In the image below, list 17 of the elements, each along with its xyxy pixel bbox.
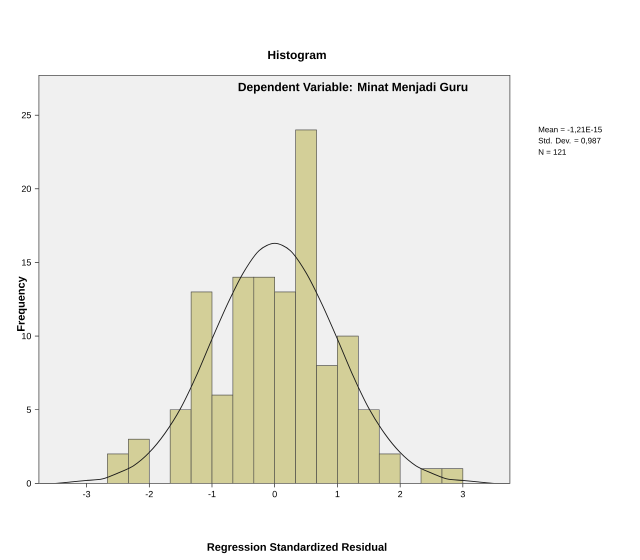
y-tick-label: 25 bbox=[22, 112, 31, 118]
y-tick-label: 10 bbox=[22, 332, 32, 340]
x-tick-label: -1 bbox=[208, 490, 216, 498]
x-tick-label: -2 bbox=[146, 490, 153, 498]
y-tick-label: 20 bbox=[22, 186, 32, 192]
text: Dependent Variable: Minat Menjadi Guru bbox=[238, 82, 468, 94]
y-axis-title: Frequency bbox=[17, 276, 27, 331]
x-axis-title: Regression Standardized Residual bbox=[208, 542, 386, 554]
x-tick-label: -3 bbox=[82, 490, 90, 498]
x-tick-label: 2 bbox=[398, 490, 402, 498]
x-tick-label: 0 bbox=[272, 490, 277, 498]
x-tick-label: 1 bbox=[336, 490, 340, 498]
x-tick-label: 3 bbox=[460, 490, 465, 498]
y-tick-label: 0 bbox=[26, 480, 32, 487]
y-tick-label: 5 bbox=[26, 406, 31, 413]
y-tick-label: 15 bbox=[22, 259, 31, 266]
chart-title: Histogram bbox=[268, 50, 326, 62]
